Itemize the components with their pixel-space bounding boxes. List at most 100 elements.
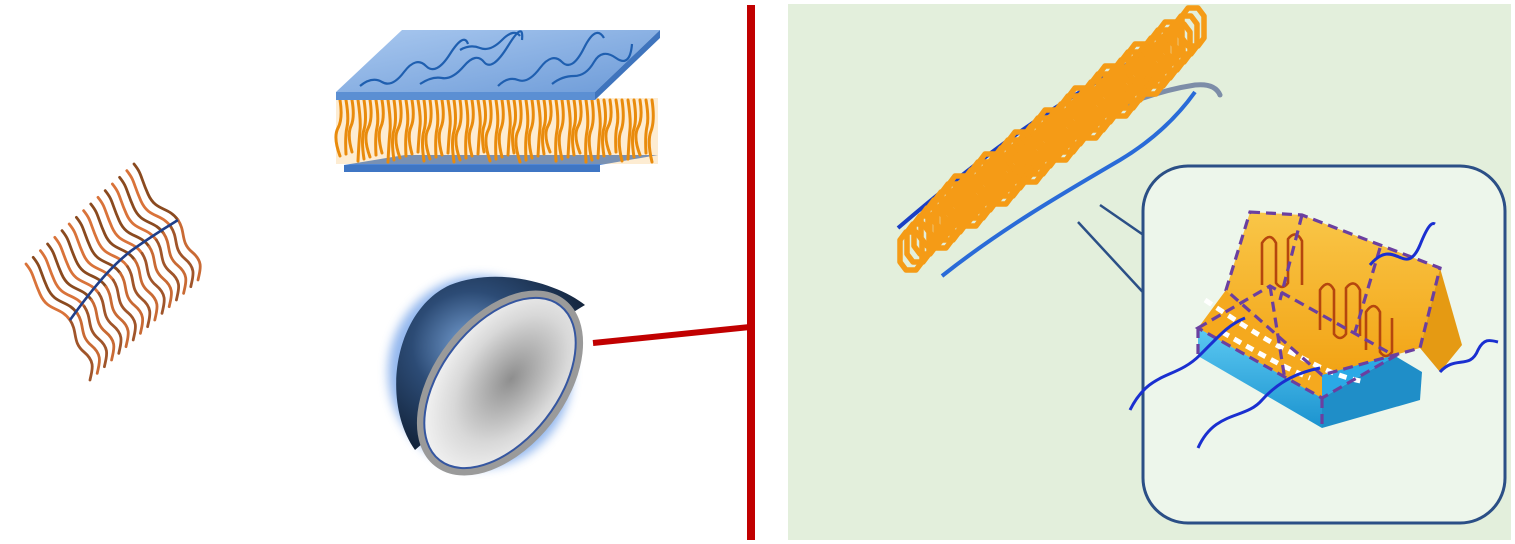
bottlebrush-polymer bbox=[24, 162, 202, 382]
bristle-upper bbox=[53, 235, 101, 295]
lamella-chain bbox=[484, 98, 493, 163]
lamella-chain bbox=[476, 98, 482, 156]
hemispherical-micelle-cap bbox=[388, 276, 585, 476]
lamella-chain bbox=[514, 98, 523, 164]
lamella-chain bbox=[544, 98, 553, 154]
backbone-blue-2 bbox=[940, 90, 1197, 278]
inset-chain-top bbox=[1368, 222, 1436, 266]
inset-chain-left bbox=[1128, 316, 1246, 411]
bristle-upper bbox=[118, 175, 165, 235]
bristle-lower bbox=[126, 265, 152, 329]
bristle-upper bbox=[125, 169, 173, 229]
bristle-lower bbox=[97, 291, 123, 355]
bristle-lower bbox=[83, 305, 109, 369]
bristle-lower bbox=[75, 311, 101, 375]
bottlebrush-backbone bbox=[68, 218, 179, 321]
bristle-lower bbox=[140, 251, 166, 315]
lamella-chain bbox=[557, 98, 565, 161]
bristle-upper bbox=[67, 222, 115, 282]
lamella-chain bbox=[454, 98, 463, 162]
lamella-chain bbox=[574, 98, 583, 155]
inset-chain-right bbox=[1438, 338, 1499, 374]
lamella-chain bbox=[356, 98, 362, 163]
lamella-chain bbox=[494, 98, 500, 161]
lamella-chain bbox=[464, 98, 470, 160]
lamella-chain bbox=[571, 98, 577, 157]
lamella-chain bbox=[554, 98, 560, 163]
chain-fold bbox=[1066, 85, 1094, 129]
lamella-chain bbox=[446, 98, 452, 155]
red-connector bbox=[592, 5, 755, 540]
bristle-upper bbox=[89, 202, 137, 262]
lamella-chain bbox=[344, 98, 350, 156]
lamella-chain bbox=[614, 98, 620, 154]
lamella-chain bbox=[361, 98, 367, 161]
lamella-chain bbox=[587, 98, 595, 162]
lamella-chain bbox=[386, 98, 392, 164]
lamella-chain bbox=[536, 98, 542, 158]
bristle-lower bbox=[169, 225, 195, 289]
lamella-chain bbox=[347, 98, 355, 154]
bristle-lower bbox=[90, 298, 116, 362]
lamella-chain bbox=[631, 98, 637, 159]
lamella-chain bbox=[647, 98, 655, 164]
lamella-chain bbox=[584, 98, 590, 164]
bristle-upper bbox=[24, 262, 72, 322]
bristle-upper bbox=[46, 242, 93, 302]
chain-fold bbox=[1126, 41, 1154, 85]
lamella-chain bbox=[511, 98, 517, 155]
lamella-chain bbox=[451, 98, 457, 164]
bristle-upper bbox=[60, 229, 108, 289]
lamella-chain bbox=[391, 98, 397, 162]
lamella-chain bbox=[467, 98, 475, 158]
bristle-lower bbox=[155, 238, 181, 302]
bristle-upper bbox=[111, 182, 158, 242]
callout-line-bottom bbox=[1077, 221, 1153, 303]
chain-fold bbox=[1036, 107, 1064, 151]
bristle-lower bbox=[162, 231, 188, 295]
chain-fold bbox=[1006, 129, 1034, 173]
bristle-upper bbox=[96, 195, 144, 255]
bristle-upper bbox=[39, 249, 86, 309]
bristle-upper bbox=[132, 162, 180, 222]
chain-fold bbox=[1179, 5, 1207, 49]
lamella-chain bbox=[524, 98, 530, 162]
chain-fold bbox=[1156, 19, 1184, 63]
lamella-chain bbox=[404, 98, 410, 158]
lamella-chain bbox=[596, 98, 602, 160]
chain-fold bbox=[946, 173, 974, 217]
lamella-chain bbox=[481, 98, 487, 154]
bristle-lower bbox=[133, 258, 159, 322]
lamella-chain bbox=[626, 98, 632, 161]
lamellar-bilayer-sheet bbox=[334, 30, 660, 172]
bristle-upper bbox=[103, 189, 151, 249]
lamella-chain bbox=[416, 98, 422, 154]
lamella-chain bbox=[541, 98, 547, 156]
bristle-lower bbox=[176, 218, 202, 282]
bristle-lower bbox=[111, 278, 137, 342]
bristle-lower bbox=[68, 318, 94, 382]
lamella-chain bbox=[617, 98, 625, 163]
chain-fold bbox=[1096, 63, 1124, 107]
lamella-chain bbox=[407, 98, 415, 156]
lamella-chain bbox=[364, 98, 373, 159]
lamella-chain bbox=[566, 98, 572, 159]
bristle-upper bbox=[75, 215, 122, 275]
bristle-lower bbox=[104, 285, 130, 349]
folded-chain-crystal-on-backbone bbox=[896, 5, 1223, 303]
lamella-chain bbox=[374, 98, 380, 157]
lamella-chain bbox=[437, 98, 445, 157]
bristle-lower bbox=[119, 271, 145, 335]
lamella-chain bbox=[421, 98, 427, 163]
lamella-chain bbox=[644, 98, 650, 155]
lamella-chain bbox=[527, 98, 535, 160]
lamella-chain bbox=[506, 98, 512, 157]
lamella-chain bbox=[634, 98, 643, 157]
chain-fold bbox=[976, 151, 1004, 195]
lamella-chain bbox=[424, 98, 433, 161]
lamella-chain bbox=[601, 98, 607, 158]
lamella-chain bbox=[377, 98, 385, 155]
lamella-chain bbox=[434, 98, 440, 159]
inset-chain-bottom bbox=[1196, 366, 1321, 449]
